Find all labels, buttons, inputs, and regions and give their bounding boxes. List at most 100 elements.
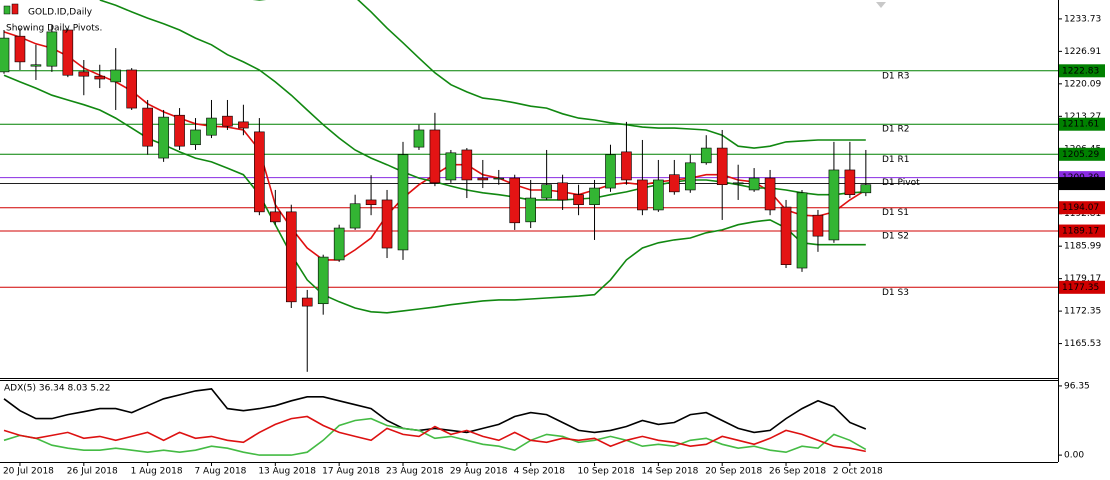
candle-body: [78, 71, 90, 77]
pivot-label: D1 R3: [882, 71, 910, 81]
candle-body: [190, 129, 201, 146]
candle-body: [397, 154, 409, 251]
candle-body: [700, 147, 712, 164]
candle-body: [30, 64, 42, 67]
candle-body: [381, 199, 393, 249]
candle-body: [605, 154, 616, 189]
candle-body: [477, 177, 489, 181]
y-tick-label: 1172.35: [1064, 307, 1101, 317]
candle-body: [94, 75, 106, 80]
chart-subtitle: Showing Daily Pivots.: [6, 24, 102, 34]
candle-body: [333, 227, 345, 261]
candle-body: [828, 169, 840, 241]
level-value-label: 1211.61: [1062, 120, 1099, 130]
candle-body: [796, 192, 808, 269]
pivot-label: D1 S3: [882, 288, 909, 298]
symbol-icon: [3, 3, 19, 15]
candle-body: [493, 177, 505, 180]
y-tick-label: 0.00: [1064, 451, 1084, 461]
candle-body: [461, 149, 473, 181]
candle-body: [748, 177, 760, 191]
x-tick-label: 26 Jul 2018: [67, 467, 118, 477]
x-tick-label: 20 Sep 2018: [705, 467, 762, 477]
x-tick-label: 7 Aug 2018: [194, 467, 246, 477]
pivot-label: D1 R2: [882, 125, 910, 135]
x-tick-label: 26 Sep 2018: [769, 467, 826, 477]
candle-body: [669, 174, 680, 193]
candle-body: [62, 29, 74, 76]
indicator-line: [3, 415, 866, 453]
y-tick-label: 1226.91: [1064, 47, 1101, 57]
candle-body: [301, 297, 313, 307]
y-tick-label: 1179.17: [1064, 274, 1101, 284]
level-value-label-box: [1059, 64, 1105, 78]
candle-body: [142, 107, 153, 147]
candle-body: [206, 117, 217, 136]
candle-body: [126, 69, 137, 109]
candle-body: [46, 31, 58, 67]
candle-body: [285, 211, 297, 303]
x-tick-label: 17 Aug 2018: [322, 467, 380, 477]
pivot-label: D1 S1: [882, 208, 909, 218]
level-value-label: 1194.07: [1062, 203, 1099, 213]
candle-body: [780, 206, 792, 265]
candle-body: [860, 184, 872, 194]
candle-body: [637, 179, 648, 211]
candle-body: [589, 187, 600, 206]
candle-body: [110, 69, 122, 83]
pivot-label: D1 S2: [882, 232, 909, 242]
level-value-label-box: [1059, 201, 1105, 215]
y-tick-label: 1185.99: [1064, 242, 1101, 252]
x-tick-label: 14 Sep 2018: [641, 467, 698, 477]
shift-marker: [876, 2, 886, 8]
y-tick-label: 1233.73: [1064, 14, 1101, 24]
level-value-label-box: [1059, 147, 1105, 161]
x-tick-label: 4 Sep 2018: [514, 467, 566, 477]
candle-body: [541, 184, 552, 199]
candle-body: [14, 35, 26, 63]
candle-body: [254, 131, 265, 213]
candle-body: [844, 169, 856, 196]
candle-body: [557, 182, 568, 201]
level-value-label: 1222.83: [1062, 66, 1099, 76]
candle-body: [573, 194, 584, 206]
candle-body: [222, 115, 233, 127]
candle-body: [158, 116, 169, 159]
x-tick-label: 1 Aug 2018: [131, 467, 183, 477]
candle-body: [429, 129, 441, 184]
adx-title: ADX(5) 36.34 8.03 5.22: [4, 384, 110, 394]
y-tick-label: 1213.27: [1064, 112, 1101, 122]
candle-body: [509, 177, 521, 224]
indicator-line: [252, 0, 866, 149]
candle-body: [716, 147, 728, 186]
candle-body: [365, 199, 377, 206]
candle-body: [525, 197, 536, 223]
candle-body: [684, 162, 696, 191]
price-panel: D1 R3 D1 R2 D1 R1 D1 Pivot D1 S1 D1 S2 D1 S3: [0, 0, 1058, 372]
x-tick-label: 10 Sep 2018: [578, 467, 635, 477]
current-price-label: 1199.14: [1062, 179, 1099, 189]
candle-body: [0, 37, 10, 73]
y-tick-label: 1220.09: [1064, 79, 1101, 89]
candle-body: [349, 203, 361, 229]
chart-title: GOLD.ID,Daily: [28, 8, 93, 18]
candle-body: [270, 211, 281, 223]
candle-body: [317, 256, 329, 305]
y-tick-label: 1165.53: [1064, 339, 1101, 349]
level-value-label-box: [1059, 224, 1105, 238]
candle-body: [174, 114, 185, 147]
candle-body: [445, 152, 457, 181]
candle-body: [653, 179, 664, 211]
x-tick-label: 23 Aug 2018: [386, 467, 444, 477]
candle-body: [413, 129, 425, 148]
level-value-label-box: [1059, 117, 1105, 131]
y-tick-label: 96.35: [1064, 381, 1090, 391]
x-tick-label: 2 Oct 2018: [833, 467, 883, 477]
level-value-label: 1177.35: [1062, 283, 1099, 293]
pivot-label: D1 R1: [882, 155, 910, 165]
indicator-line: [3, 388, 867, 434]
pivot-label: D1 Pivot: [882, 178, 920, 188]
